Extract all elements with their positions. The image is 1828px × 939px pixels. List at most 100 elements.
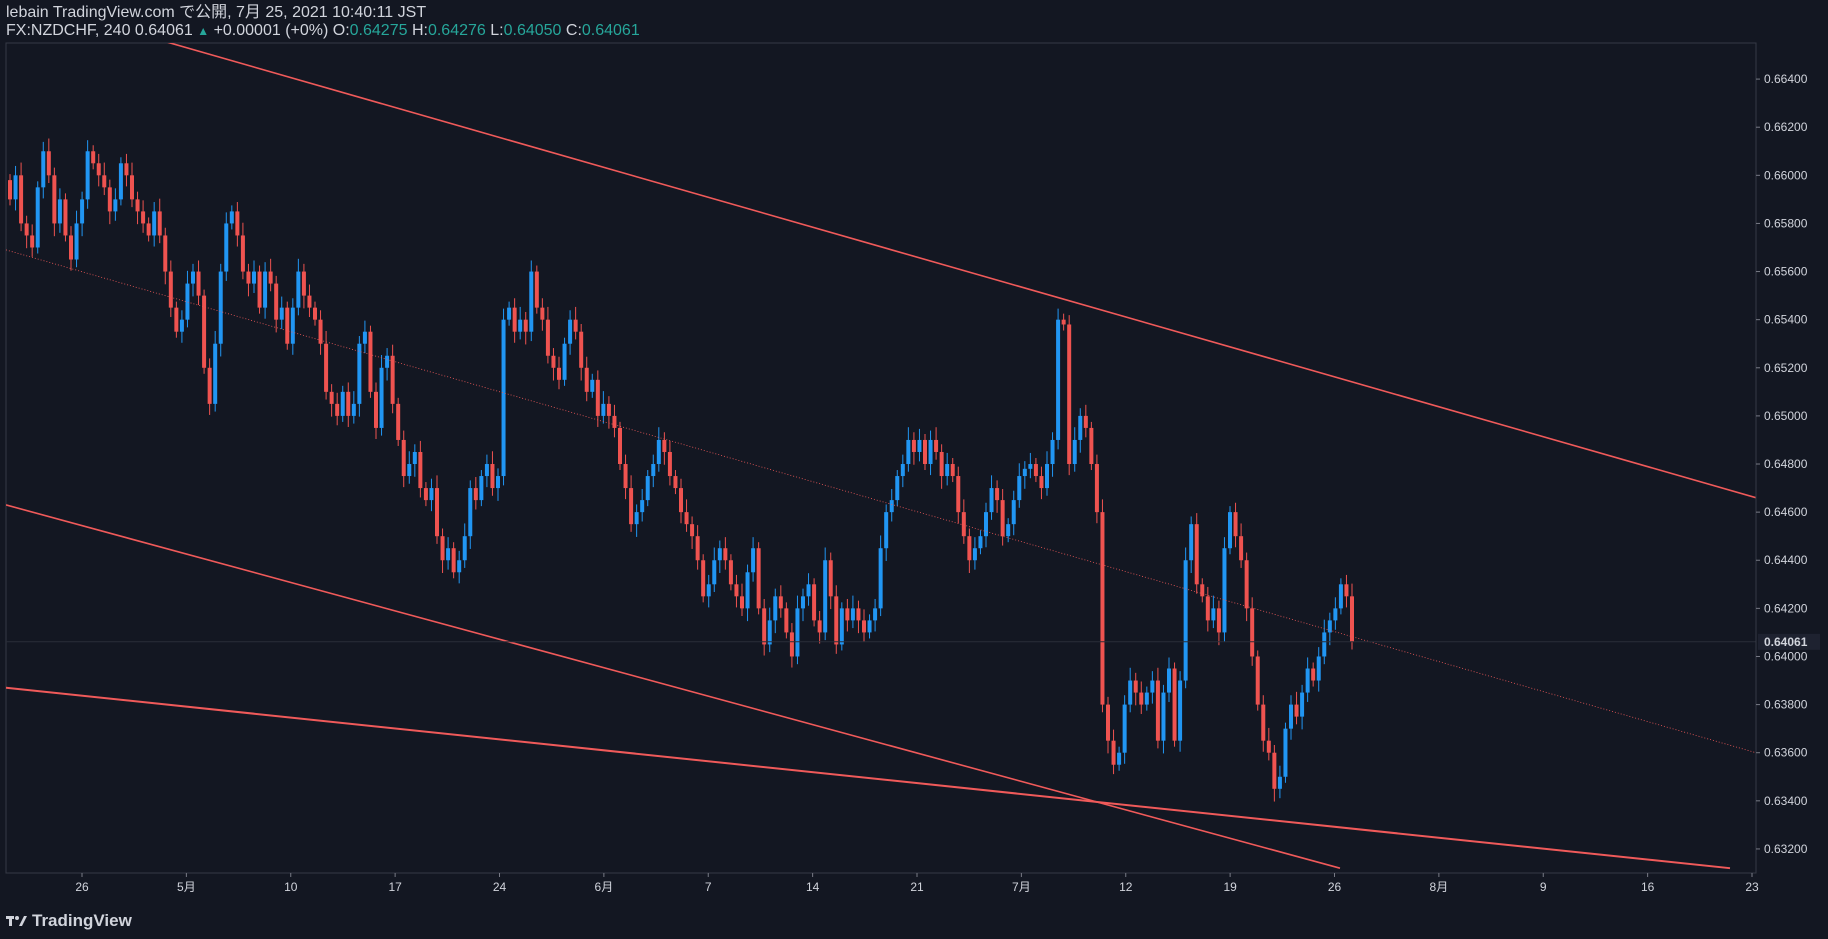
candle [862, 609, 866, 642]
candle [501, 308, 506, 486]
candle-body [1316, 656, 1321, 681]
candle [1111, 729, 1116, 775]
candle [468, 480, 473, 549]
candle [202, 289, 207, 374]
candle [457, 550, 462, 584]
candle [712, 547, 717, 593]
candle [91, 145, 96, 170]
candle [1061, 313, 1066, 331]
candle-body [606, 403, 611, 416]
candle-body [351, 403, 356, 416]
candle [745, 564, 750, 622]
candle-body [1072, 439, 1077, 465]
candle [396, 397, 401, 446]
candle-body [96, 163, 101, 176]
candle [1122, 695, 1127, 764]
candle [529, 260, 534, 342]
candle [19, 162, 24, 232]
candle [534, 265, 539, 314]
price-tick-label: 0.66000 [1764, 168, 1808, 182]
candle-body [1056, 319, 1061, 440]
candle-body [379, 367, 384, 428]
candle [695, 525, 700, 570]
candle-body [1305, 668, 1310, 693]
candle [1078, 408, 1083, 453]
brand-name: TradingView [32, 911, 132, 930]
candle-body [446, 548, 451, 561]
candle-body [961, 512, 966, 537]
candle [179, 310, 184, 343]
price-tick-label: 0.63800 [1764, 698, 1808, 712]
candle [834, 585, 839, 654]
candle-body [501, 319, 506, 477]
time-axis[interactable]: 26 5月 10 17 24 6月 7 14 21 7月 12 19 26 8月 9 16 23 [6, 872, 1759, 894]
candle [1106, 696, 1110, 754]
candle [102, 162, 107, 196]
candle [590, 373, 595, 398]
candle-body [124, 163, 129, 176]
candle-body [1222, 548, 1227, 633]
candle [1072, 427, 1077, 472]
candle-body [801, 596, 805, 609]
candle [80, 191, 85, 237]
candle-body [362, 331, 367, 344]
candle-body [1039, 476, 1044, 489]
candle [629, 475, 634, 532]
candle-body [1161, 692, 1166, 741]
candle-body [1244, 560, 1249, 609]
candle [878, 535, 883, 617]
candle-body [252, 271, 256, 284]
candle [784, 602, 789, 639]
candle [1155, 667, 1160, 749]
candle [640, 489, 645, 522]
candle-body [529, 271, 534, 332]
channel-upper-line [167, 43, 1756, 499]
candle [751, 537, 756, 582]
candle-body [523, 319, 528, 332]
candle [906, 427, 911, 472]
candle-body [24, 223, 29, 236]
candle [1338, 578, 1343, 615]
time-tick-label: 9 [1540, 880, 1547, 894]
price-axis[interactable]: 0.66400 0.66200 0.66000 0.65800 0.65600 0.654… [1755, 43, 1820, 873]
publish-info: lebain TradingView.com で公開, 7月 25, 2021 … [6, 4, 427, 21]
trendlines [6, 43, 1756, 870]
candle-body [35, 187, 40, 248]
candle-body [989, 488, 994, 513]
candle-body [141, 211, 146, 224]
candle [1144, 686, 1149, 711]
candle-body [157, 211, 162, 236]
candle-body [1322, 632, 1327, 657]
candle [1089, 421, 1094, 471]
candle [307, 284, 312, 318]
support-line [6, 686, 1731, 870]
price-tick-label: 0.65200 [1764, 361, 1808, 375]
candle-body [945, 464, 950, 477]
candle-body [396, 403, 401, 440]
candle-body [900, 464, 905, 477]
candle [1167, 657, 1171, 702]
candle [191, 263, 195, 297]
candle [717, 540, 722, 573]
candle [1083, 404, 1088, 438]
candle [934, 427, 939, 460]
candle-body [1261, 704, 1266, 741]
candle-body [130, 175, 134, 200]
candle [889, 489, 894, 522]
candle-body [551, 355, 556, 368]
time-tick-label: 6月 [595, 880, 614, 894]
candle-body [340, 391, 345, 416]
price-tick-label: 0.65400 [1764, 313, 1808, 327]
plot-border [5, 42, 1757, 874]
candle-body [451, 548, 456, 573]
candle [1017, 463, 1022, 508]
time-tick-label: 23 [1745, 880, 1759, 894]
candle-body [263, 271, 268, 308]
candle [484, 454, 489, 488]
candle [157, 198, 162, 244]
candle-body [601, 403, 606, 416]
candle-body [562, 343, 567, 380]
candle [606, 396, 611, 429]
candle [274, 275, 279, 333]
